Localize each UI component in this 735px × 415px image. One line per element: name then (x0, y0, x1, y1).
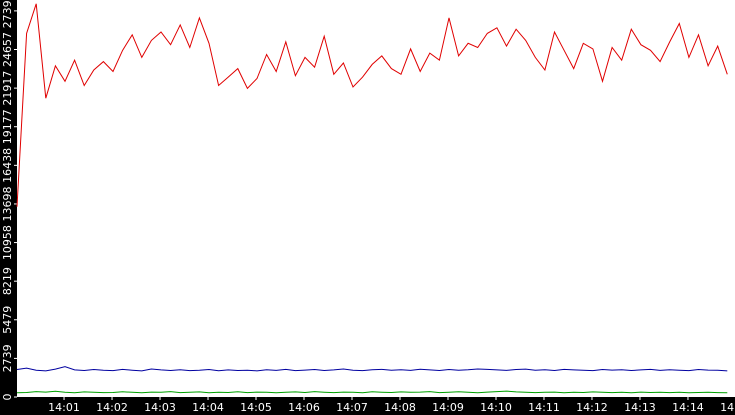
x-tick-label: 14:13 (624, 401, 656, 414)
x-tick-label: 14:10 (480, 401, 512, 414)
x-tick-label: 14:12 (576, 401, 608, 414)
line-series (16, 366, 728, 372)
plot-area (17, 0, 735, 397)
y-tick-label: 5479 (1, 306, 14, 334)
y-tick-label: 16438 (1, 148, 14, 183)
x-tick-label: 14:14 (672, 401, 704, 414)
x-tick-label: 14:03 (144, 401, 176, 414)
y-tick-label: 24657 (1, 32, 14, 67)
x-tick-label: 14:07 (336, 401, 368, 414)
x-tick-label: 14:02 (96, 401, 128, 414)
y-tick-label: 21917 (1, 71, 14, 106)
x-tick-label: 14:09 (432, 401, 464, 414)
y-tick-label: 13698 (1, 186, 14, 221)
x-tick-label: 14:08 (384, 401, 416, 414)
x-tick-label: 14:04 (192, 401, 224, 414)
y-tick-label: 8219 (1, 267, 14, 295)
y-tick-label: 27397 (1, 0, 14, 28)
x-tick-label: 14:15 (720, 401, 735, 414)
x-tick-label: 14:11 (528, 401, 560, 414)
line-series (16, 3, 728, 207)
y-tick-label: 2739 (1, 344, 14, 372)
y-tick-label: 10958 (1, 225, 14, 260)
y-tick-label: 19177 (1, 109, 14, 144)
line-series (16, 390, 728, 394)
x-tick-label: 14:06 (288, 401, 320, 414)
y-tick-label: 0 (1, 394, 14, 401)
x-tick-label: 14:01 (48, 401, 80, 414)
x-tick-label: 14:05 (240, 401, 272, 414)
